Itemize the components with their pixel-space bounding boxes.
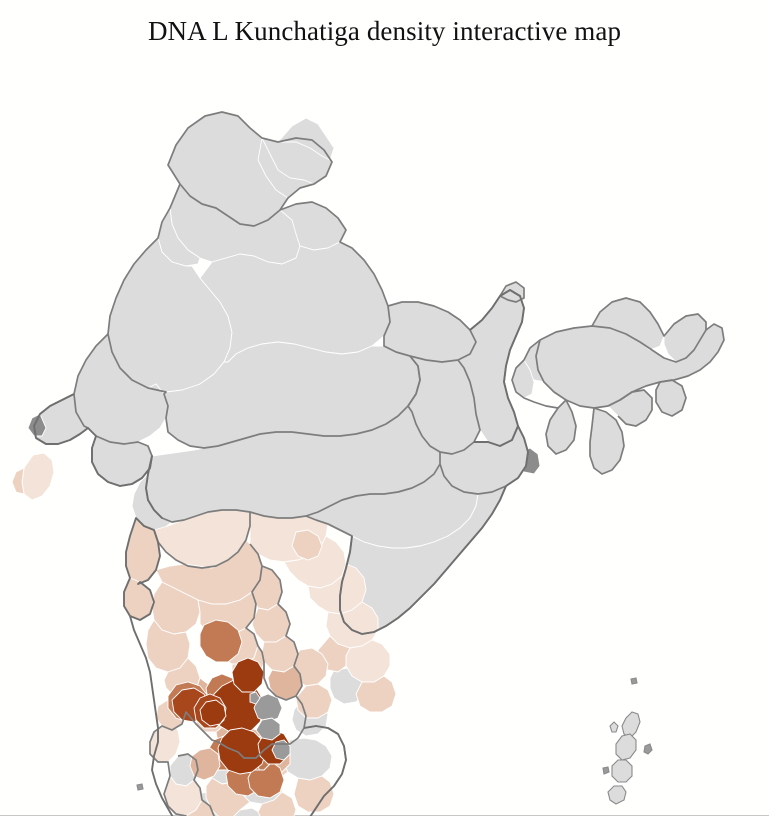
district-shape[interactable] [254, 694, 282, 722]
district-shape[interactable] [546, 400, 576, 454]
district-shape[interactable] [12, 468, 24, 494]
district-shape[interactable] [308, 564, 366, 614]
island-shape[interactable] [612, 760, 632, 782]
coastline-overlay [34, 290, 528, 816]
island-shape[interactable] [644, 744, 652, 754]
coastline [340, 486, 506, 634]
district-shape[interactable] [22, 453, 54, 500]
island-shape[interactable] [622, 712, 640, 738]
district-shape[interactable] [232, 658, 264, 692]
island-shape[interactable] [608, 786, 626, 804]
district-shape[interactable] [218, 728, 266, 774]
no-data-enclave-group [250, 692, 290, 760]
state-border [408, 356, 474, 454]
district-shape[interactable] [272, 740, 290, 760]
district-shape[interactable] [28, 414, 46, 436]
district-shape[interactable] [296, 684, 332, 718]
district-shape[interactable] [250, 692, 260, 704]
district-shape[interactable] [200, 700, 226, 726]
district-shape[interactable] [294, 776, 334, 812]
page-title: DNA L Kunchatiga density interactive map [147, 16, 622, 46]
coastline [124, 518, 160, 620]
district-shape[interactable] [248, 762, 284, 798]
island-shape[interactable] [610, 722, 618, 732]
district-shape[interactable] [230, 808, 266, 816]
state-border [608, 390, 652, 426]
coastline [470, 290, 524, 426]
state-border [306, 516, 352, 536]
district-shape[interactable] [200, 620, 242, 662]
district-shape[interactable] [258, 792, 296, 816]
map-canvas[interactable] [0, 50, 769, 816]
district-shape[interactable] [292, 530, 322, 560]
district-shape[interactable] [356, 676, 396, 712]
low-density-region-group [12, 453, 396, 816]
state-border [546, 400, 576, 454]
island-shape[interactable] [137, 784, 143, 790]
state-border [500, 282, 524, 302]
coastline [130, 616, 346, 816]
coastline [34, 394, 162, 518]
island-shape[interactable] [616, 734, 636, 760]
state-border [590, 408, 624, 474]
district-shape[interactable] [256, 718, 280, 740]
state-border [512, 340, 566, 408]
state-border [592, 298, 706, 336]
state-border [150, 696, 306, 816]
state-border [656, 380, 686, 416]
state-border [246, 544, 302, 700]
state-border [168, 112, 332, 226]
island-shape[interactable] [603, 767, 609, 774]
island-shape[interactable] [631, 678, 637, 684]
coastline [474, 426, 528, 486]
state-border [108, 184, 420, 448]
india-choropleth-map[interactable] [0, 50, 769, 816]
